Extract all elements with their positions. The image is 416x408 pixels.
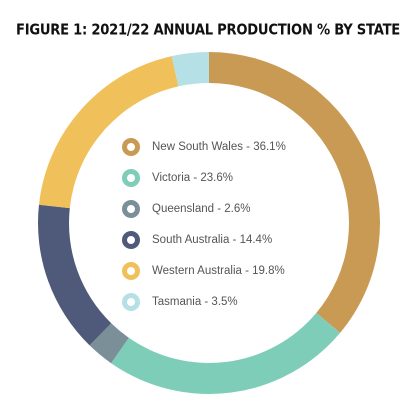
chart-title: FIGURE 1: 2021/22 ANNUAL PRODUCTION % BY…	[16, 21, 400, 39]
legend-label: Queensland - 2.6%	[152, 203, 250, 215]
slice	[38, 56, 179, 209]
legend-label: South Australia - 14.4%	[152, 234, 272, 246]
slice	[171, 52, 209, 87]
legend-label: New South Wales - 36.1%	[152, 141, 286, 153]
slice	[89, 323, 129, 364]
legend-swatch	[122, 231, 140, 249]
legend-label: Western Australia - 19.8%	[152, 265, 285, 277]
legend-swatch	[122, 138, 140, 156]
legend-swatch	[122, 200, 140, 218]
legend-label: Tasmania - 3.5%	[152, 296, 238, 308]
legend-swatch	[122, 262, 140, 280]
slice	[38, 204, 112, 346]
legend-label: Victoria - 23.6%	[152, 172, 233, 184]
legend-swatch	[122, 293, 140, 311]
legend-swatch	[122, 169, 140, 187]
slice	[209, 52, 381, 333]
slice	[111, 312, 341, 395]
